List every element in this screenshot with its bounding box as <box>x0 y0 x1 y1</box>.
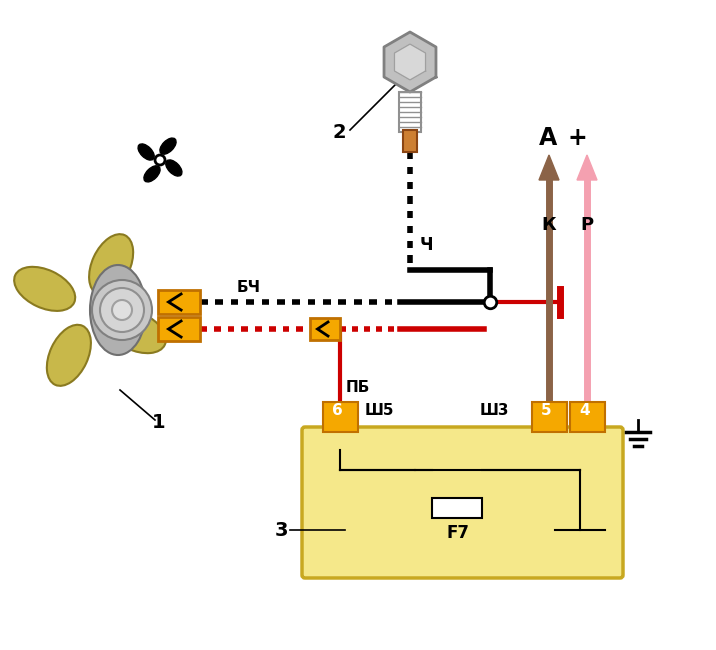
Polygon shape <box>539 155 559 180</box>
Bar <box>158 290 200 314</box>
Polygon shape <box>384 32 436 92</box>
Polygon shape <box>395 44 425 80</box>
Ellipse shape <box>90 265 146 355</box>
Bar <box>403 130 417 152</box>
Text: Ш5: Ш5 <box>365 403 395 418</box>
Bar <box>432 498 482 518</box>
Circle shape <box>155 155 165 165</box>
Ellipse shape <box>89 234 133 295</box>
Text: Р: Р <box>580 216 593 234</box>
Ellipse shape <box>144 166 160 182</box>
Text: Ч: Ч <box>420 236 433 254</box>
Text: 1: 1 <box>152 413 165 432</box>
Bar <box>158 317 200 341</box>
Bar <box>532 402 567 432</box>
Text: +: + <box>567 126 586 150</box>
Text: 6: 6 <box>332 403 343 418</box>
Circle shape <box>100 288 144 332</box>
Text: 4: 4 <box>579 403 589 418</box>
Bar <box>310 318 340 340</box>
Ellipse shape <box>14 267 75 311</box>
Ellipse shape <box>105 309 166 353</box>
Bar <box>323 402 358 432</box>
Text: 5: 5 <box>541 403 551 418</box>
Ellipse shape <box>160 138 176 154</box>
Text: F7: F7 <box>447 524 470 542</box>
Ellipse shape <box>138 144 154 160</box>
Ellipse shape <box>166 160 182 176</box>
Polygon shape <box>577 155 597 180</box>
Text: ПБ: ПБ <box>346 380 370 395</box>
Text: К: К <box>541 216 556 234</box>
Text: А: А <box>539 126 557 150</box>
Bar <box>570 402 605 432</box>
Ellipse shape <box>47 325 91 386</box>
Text: Ш3: Ш3 <box>480 403 510 418</box>
Circle shape <box>92 280 152 340</box>
Text: 3: 3 <box>275 521 289 540</box>
Text: 2: 2 <box>332 123 346 142</box>
Circle shape <box>112 300 132 320</box>
Bar <box>399 92 421 132</box>
Text: БЧ: БЧ <box>237 280 261 295</box>
FancyBboxPatch shape <box>302 427 623 578</box>
